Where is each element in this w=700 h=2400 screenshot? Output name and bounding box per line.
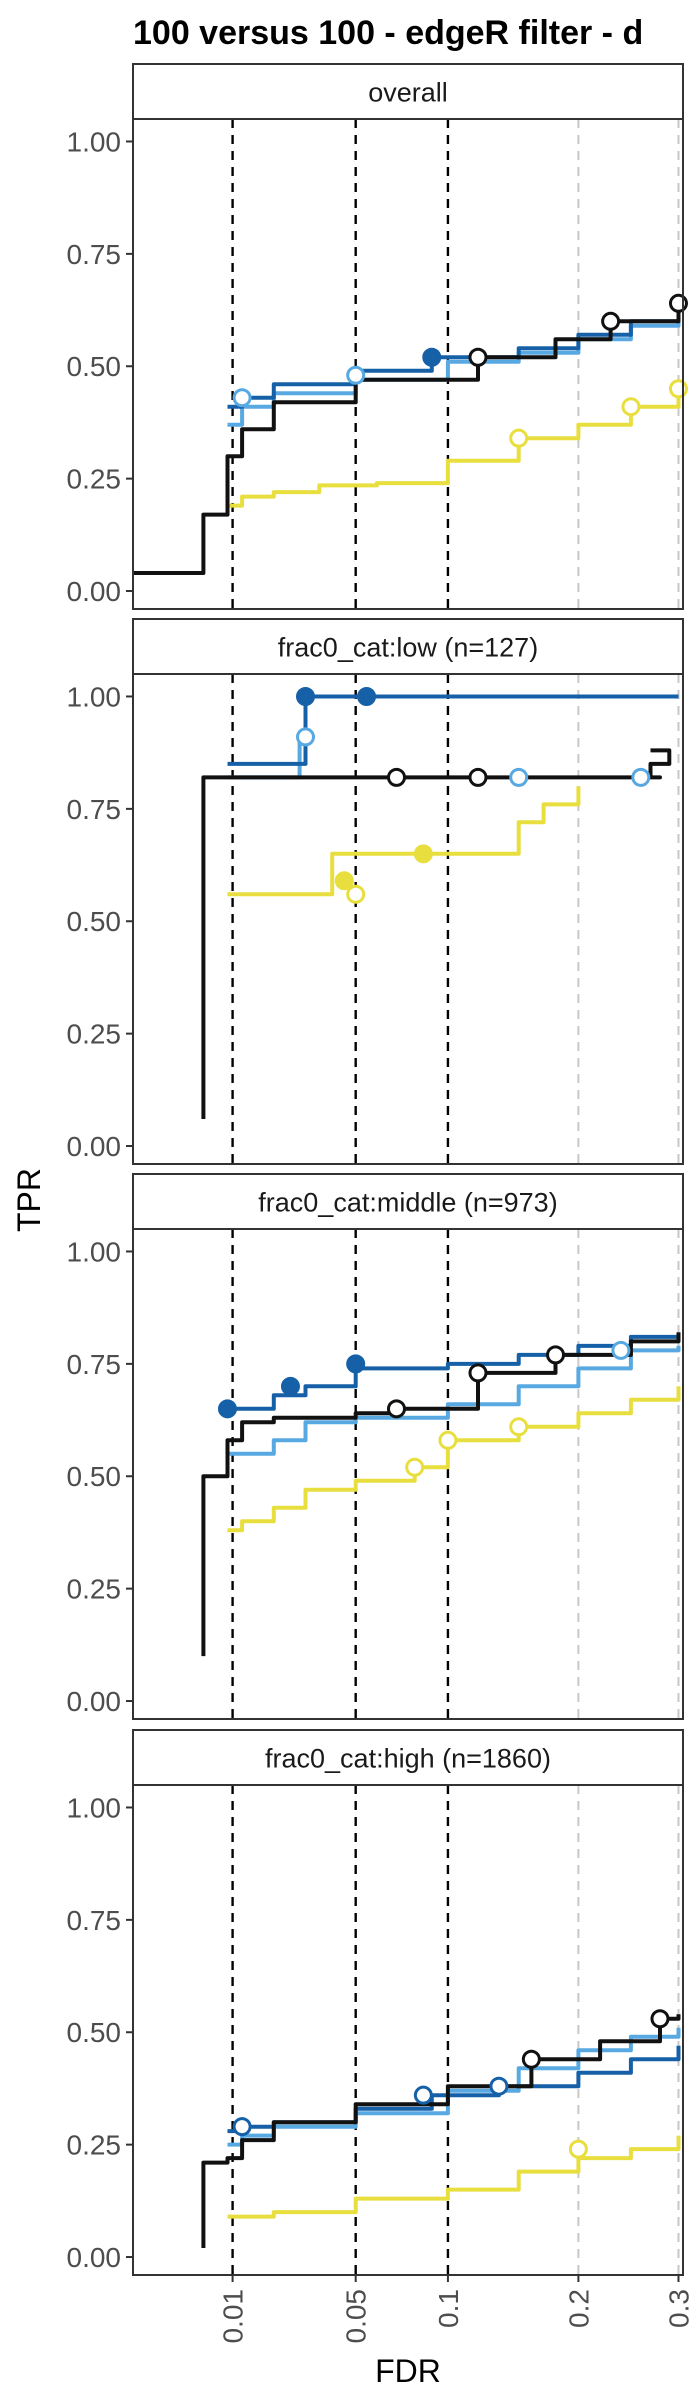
threshold-marker bbox=[413, 844, 433, 864]
y-tick-label: 0.50 bbox=[67, 351, 122, 382]
y-tick-label: 0.50 bbox=[67, 906, 122, 937]
threshold-marker bbox=[668, 379, 688, 399]
y-tick-label: 0.25 bbox=[67, 1019, 122, 1050]
y-tick-label: 0.25 bbox=[67, 464, 122, 495]
facet-strip bbox=[132, 1729, 684, 1786]
panel-border bbox=[132, 1784, 684, 2276]
facet-strip-label: frac0_cat:high (n=1860) bbox=[265, 1744, 551, 1774]
facet-panel: frac0_cat:low (n=127) 0.00 0.25 0.50 0.75 1.0… bbox=[67, 618, 684, 1165]
threshold-marker bbox=[668, 293, 688, 313]
y-tick-label: 0.50 bbox=[67, 1461, 122, 1492]
y-tick-label: 1.00 bbox=[67, 126, 122, 157]
x-tick-label: 0.1 bbox=[433, 2289, 464, 2328]
facet-panel: overall 0.00 0.25 0.50 0.75 1.00 bbox=[67, 63, 688, 610]
threshold-marker bbox=[334, 871, 354, 891]
facet-strip-label: overall bbox=[368, 78, 448, 108]
y-tick-label: 0.50 bbox=[67, 2017, 122, 2048]
threshold-marker bbox=[468, 1363, 488, 1383]
y-tick-label: 0.25 bbox=[67, 2130, 122, 2161]
y-tick-label: 0.75 bbox=[67, 239, 122, 270]
threshold-marker bbox=[509, 767, 529, 787]
threshold-marker bbox=[280, 1376, 300, 1396]
panel-border bbox=[132, 673, 684, 1165]
threshold-marker bbox=[386, 767, 406, 787]
facet-strip-label: frac0_cat:middle (n=973) bbox=[258, 1188, 557, 1218]
facet-strip-label: frac0_cat:low (n=127) bbox=[278, 633, 538, 663]
series-line-yellow bbox=[227, 2135, 681, 2219]
x-tick-label: 0.2 bbox=[563, 2289, 594, 2328]
threshold-marker bbox=[650, 2009, 670, 2029]
threshold-marker bbox=[621, 397, 641, 417]
facet-panels: overall0.000.250.500.751.00frac0_cat:low… bbox=[67, 63, 694, 2344]
x-tick-label: 0.01 bbox=[218, 2289, 249, 2344]
series-line-black bbox=[201, 748, 672, 1119]
threshold-marker bbox=[422, 347, 442, 367]
facet-panel: frac0_cat:high (n=1860) 0.00 0.25 0.50 0.75 1… bbox=[67, 1729, 694, 2344]
series-line-yellow bbox=[227, 388, 681, 508]
threshold-marker bbox=[413, 2085, 433, 2105]
y-tick-label: 1.00 bbox=[67, 681, 122, 712]
x-tick-label: 0.05 bbox=[341, 2289, 372, 2344]
panel-background bbox=[133, 1785, 683, 2275]
threshold-marker bbox=[357, 686, 377, 706]
y-tick-label: 0.00 bbox=[67, 576, 122, 607]
threshold-marker bbox=[489, 2076, 509, 2096]
panel-background bbox=[133, 119, 683, 609]
y-axis-title: TPR bbox=[11, 1168, 47, 1232]
threshold-marker bbox=[386, 1399, 406, 1419]
threshold-marker bbox=[232, 388, 252, 408]
threshold-marker bbox=[405, 1457, 425, 1477]
series-line-yellow bbox=[227, 786, 581, 897]
threshold-marker bbox=[295, 727, 315, 747]
chart-title: 100 versus 100 - edgeR filter - d bbox=[133, 14, 643, 52]
threshold-marker bbox=[521, 2049, 541, 2069]
threshold-marker bbox=[509, 1417, 529, 1437]
facet-strip bbox=[132, 63, 684, 120]
x-tick-label: 0.3 bbox=[663, 2289, 694, 2328]
y-tick-label: 0.75 bbox=[67, 1349, 122, 1380]
y-tick-label: 0.00 bbox=[67, 1131, 122, 1162]
threshold-marker bbox=[468, 347, 488, 367]
x-axis-title: FDR bbox=[375, 2353, 441, 2389]
threshold-marker bbox=[346, 365, 366, 385]
series-line-light-blue bbox=[227, 1345, 681, 1456]
y-tick-label: 0.75 bbox=[67, 1905, 122, 1936]
facet-panel: frac0_cat:middle (n=973) 0.00 0.25 0.50 0.75… bbox=[67, 1173, 684, 1720]
panel-border bbox=[132, 1228, 684, 1720]
threshold-marker bbox=[546, 1345, 566, 1365]
panel-background bbox=[133, 674, 683, 1164]
y-tick-label: 1.00 bbox=[67, 1792, 122, 1823]
threshold-marker bbox=[295, 686, 315, 706]
y-tick-label: 0.75 bbox=[67, 794, 122, 825]
threshold-marker bbox=[631, 767, 651, 787]
threshold-marker bbox=[438, 1430, 458, 1450]
series-line-black bbox=[201, 2014, 681, 2248]
y-tick-label: 0.00 bbox=[67, 1686, 122, 1717]
threshold-marker bbox=[232, 2117, 252, 2137]
y-tick-label: 1.00 bbox=[67, 1236, 122, 1267]
threshold-marker bbox=[568, 2139, 588, 2159]
facet-strip bbox=[132, 1173, 684, 1230]
threshold-marker bbox=[217, 1399, 237, 1419]
panel-border bbox=[132, 118, 684, 610]
y-tick-label: 0.25 bbox=[67, 1574, 122, 1605]
threshold-marker bbox=[601, 311, 621, 331]
threshold-marker bbox=[346, 1354, 366, 1374]
threshold-marker bbox=[611, 1340, 631, 1360]
threshold-marker bbox=[509, 428, 529, 448]
y-tick-label: 0.00 bbox=[67, 2242, 122, 2273]
threshold-marker bbox=[346, 884, 366, 904]
series-line-black bbox=[133, 303, 681, 575]
threshold-marker bbox=[468, 767, 488, 787]
